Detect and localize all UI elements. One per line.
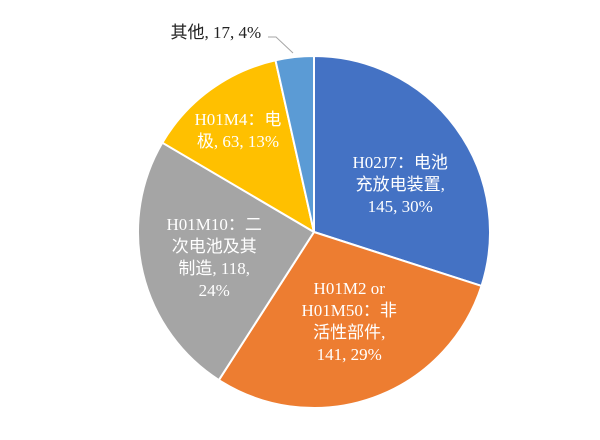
slice-label-line: 极, 63, 13% [196, 132, 280, 151]
leader-line [268, 36, 294, 54]
slice-label-0: H02J7：电池 充放电装置, 145, 30% [353, 152, 448, 218]
pie-slice-4 [274, 55, 315, 233]
slice-label-line: 制造, 118, [178, 259, 251, 278]
slice-label-line: H01M2 or [313, 279, 385, 298]
slice-label-2: H01M10：二 次电池及其制造, 118, 24% [167, 214, 262, 302]
slice-label-line: H01M10：二 [166, 215, 262, 234]
slice-label-1: H01M2 or H01M50：非 活性部件, 141, 29% [302, 278, 397, 366]
pie-slice-0 [313, 55, 492, 287]
slice-label-line: H01M4：电 [194, 110, 282, 129]
slice-label-line: 145, 30% [367, 197, 433, 216]
pie-slice-2 [137, 141, 315, 382]
slice-label-line: 24% [198, 281, 230, 300]
slice-label-3: H01M4：电 极, 63, 13% [195, 109, 282, 153]
slice-label-line: 141, 29% [316, 345, 382, 364]
slice-label-4: 其他, 17, 4% [171, 22, 262, 44]
slice-label-line: 其他, 17, 4% [170, 23, 262, 42]
slice-label-line: 充放电装置, [355, 175, 445, 194]
slice-label-line: 次电池及其 [171, 237, 257, 256]
pie-slice-3 [161, 59, 315, 233]
pie-slices [137, 55, 492, 409]
slice-label-line: H01M50：非 [301, 301, 397, 320]
pie-slice-1 [217, 231, 483, 409]
slice-label-line: H02J7：电池 [352, 153, 448, 172]
slice-label-line: 活性部件, [313, 323, 386, 342]
